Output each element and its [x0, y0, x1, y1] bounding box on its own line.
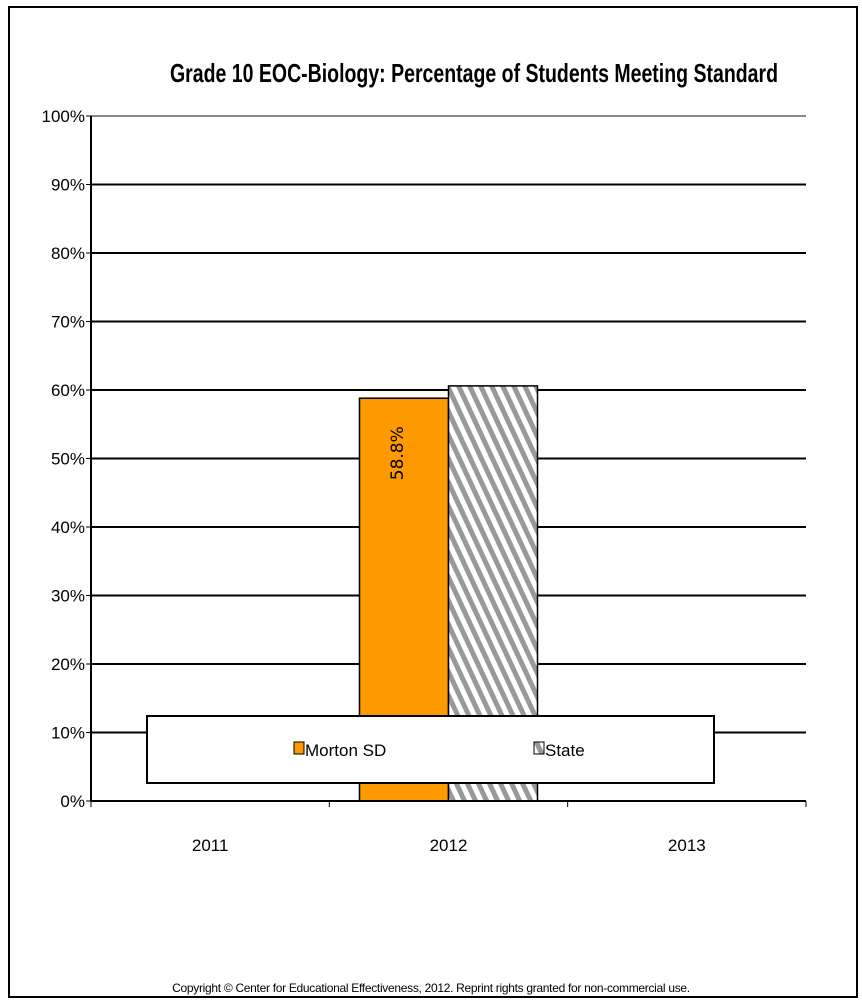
x-tick-label: 2013: [668, 836, 706, 855]
y-tick-label: 0%: [60, 792, 85, 811]
y-tick-label: 60%: [51, 381, 85, 400]
legend-box: [146, 715, 715, 784]
legend: Morton SD State: [146, 715, 715, 784]
x-tick-label: 2012: [430, 836, 468, 855]
labels: 0% 10% 20% 30% 40% 50% 60% 70% 80% 90% 100% 2011 201…: [42, 107, 706, 855]
chart-frame: [8, 6, 858, 998]
legend-swatch: [533, 741, 545, 755]
copyright-text: Copyright © Center for Educational Effec…: [172, 981, 690, 995]
axes: [86, 115, 807, 807]
y-tick-label: 50%: [51, 450, 85, 469]
data-label: 58.8%: [388, 426, 408, 480]
y-tick-label: 10%: [51, 724, 85, 743]
y-tick-label: 30%: [51, 587, 85, 606]
legend-label: Morton SD: [305, 741, 386, 760]
y-tick-label: 90%: [51, 176, 85, 195]
legend-label: State: [545, 741, 585, 760]
y-tick-label: 100%: [42, 107, 85, 126]
legend-swatch: [293, 741, 305, 755]
x-tick-label: 2011: [192, 836, 229, 855]
y-tick-label: 20%: [51, 655, 85, 674]
y-tick-label: 40%: [51, 518, 85, 537]
y-tick-label: 70%: [51, 313, 85, 332]
y-tick-label: 80%: [51, 244, 85, 263]
chart-title: Grade 10 EOC-Biology: Percentage of Stud…: [170, 58, 778, 88]
